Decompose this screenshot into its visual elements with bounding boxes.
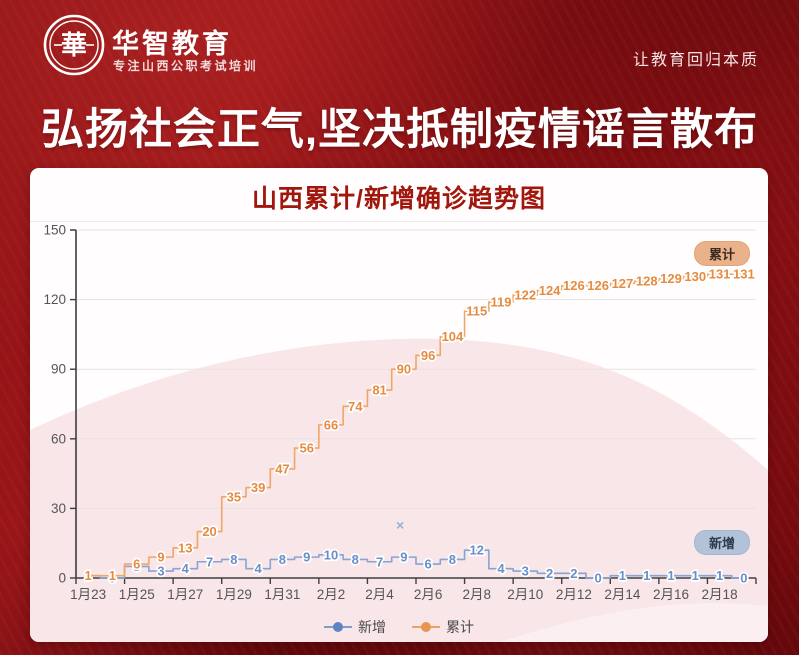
svg-text:1月31: 1月31 [264,587,300,602]
svg-text:9: 9 [157,550,164,565]
svg-text:122: 122 [514,287,536,302]
svg-text:1: 1 [667,568,674,583]
svg-text:120: 120 [43,292,66,307]
svg-text:6: 6 [425,557,432,572]
legend-label-new: 新增 [358,619,386,635]
svg-text:128: 128 [636,274,658,289]
svg-text:8: 8 [352,552,359,567]
svg-text:130: 130 [684,269,706,284]
svg-text:2: 2 [570,566,577,581]
svg-text:126: 126 [563,278,585,293]
svg-text:90: 90 [397,362,411,377]
svg-text:2月18: 2月18 [702,587,738,602]
svg-text:0: 0 [595,571,602,586]
svg-text:115: 115 [466,304,487,319]
svg-text:1: 1 [619,568,626,583]
svg-text:1: 1 [109,568,116,583]
svg-text:2: 2 [546,566,553,581]
svg-text:47: 47 [275,461,289,476]
svg-text:2月6: 2月6 [414,587,443,602]
svg-text:華: 華 [61,30,87,60]
legend-item-cumulative[interactable]: 累计 [412,617,474,637]
stray-cross-marker: × [396,517,405,533]
svg-text:7: 7 [376,554,383,569]
svg-text:12: 12 [469,543,483,558]
svg-text:2月8: 2月8 [462,587,491,602]
svg-text:66: 66 [324,417,338,432]
legend-item-new[interactable]: 新增 [324,617,386,637]
svg-text:124: 124 [539,283,561,298]
svg-text:1月29: 1月29 [216,587,252,602]
svg-text:10: 10 [324,547,338,562]
chart-title: 山西累计/新增确诊趋势图 [252,185,546,213]
brand-name: 华智教育 [112,29,232,59]
svg-text:60: 60 [51,431,66,446]
brand-seal-logo: 華 [43,14,105,76]
svg-text:1: 1 [716,568,723,583]
decorative-wave [30,338,768,642]
svg-text:13: 13 [178,540,192,555]
svg-text:2月16: 2月16 [653,587,689,602]
svg-text:3: 3 [157,564,164,579]
svg-text:56: 56 [299,441,313,456]
svg-text:81: 81 [372,383,386,398]
header: 華 华智教育 专注山西公职考试培训 让教育回归本质 [0,0,799,88]
new-cases-badge: 新增 [694,530,750,555]
svg-text:30: 30 [51,501,66,516]
svg-text:131: 131 [733,267,755,282]
svg-text:126: 126 [587,278,609,293]
chart-legend: 新增 累计 [30,617,768,637]
svg-text:7: 7 [206,554,213,569]
svg-text:90: 90 [51,362,66,377]
svg-text:8: 8 [230,552,237,567]
svg-text:2月4: 2月4 [365,587,394,602]
svg-text:8: 8 [279,552,286,567]
svg-text:8: 8 [449,552,456,567]
chart-card: 山西累计/新增确诊趋势图 0 30 60 90 120 150 1月23 1月25 1月27 1月… [30,168,768,642]
svg-text:1月25: 1月25 [119,587,155,602]
title-divider [30,221,768,222]
svg-text:9: 9 [303,550,310,565]
svg-text:20: 20 [202,524,216,539]
header-slogan: 让教育回归本质 [632,52,759,69]
svg-text:35: 35 [227,489,241,504]
svg-text:4: 4 [182,561,190,576]
svg-text:0: 0 [58,571,66,586]
svg-text:6: 6 [133,557,140,572]
svg-text:1月27: 1月27 [167,587,203,602]
main-banner: 弘扬社会正气,坚决抵制疫情谣言散布 [0,88,799,164]
svg-text:1: 1 [643,568,650,583]
svg-text:0: 0 [740,571,747,586]
svg-text:150: 150 [43,224,66,238]
svg-text:1月23: 1月23 [70,587,106,602]
svg-text:119: 119 [491,294,512,309]
cumulative-badge: 累计 [694,241,750,266]
svg-text:104: 104 [442,329,464,344]
svg-text:96: 96 [421,348,435,363]
legend-glyph-cumulative-icon [412,622,440,632]
svg-text:2月10: 2月10 [507,587,543,602]
legend-glyph-new-icon [324,622,352,632]
svg-text:4: 4 [255,561,263,576]
svg-text:2月14: 2月14 [604,587,641,602]
svg-text:39: 39 [251,480,265,495]
banner-title: 弘扬社会正气,坚决抵制疫情谣言散布 [41,106,758,154]
svg-text:127: 127 [612,276,634,291]
svg-text:1: 1 [85,568,92,583]
svg-text:1: 1 [692,568,699,583]
legend-label-cumulative: 累计 [446,619,474,635]
svg-text:131: 131 [709,267,731,282]
svg-text:2月12: 2月12 [556,587,592,602]
svg-text:9: 9 [400,550,407,565]
svg-text:74: 74 [348,399,363,414]
brand-subtitle: 专注山西公职考试培训 [113,59,259,73]
svg-text:3: 3 [522,564,529,579]
svg-text:2月2: 2月2 [317,587,346,602]
svg-text:129: 129 [660,271,682,286]
svg-text:4: 4 [497,561,505,576]
